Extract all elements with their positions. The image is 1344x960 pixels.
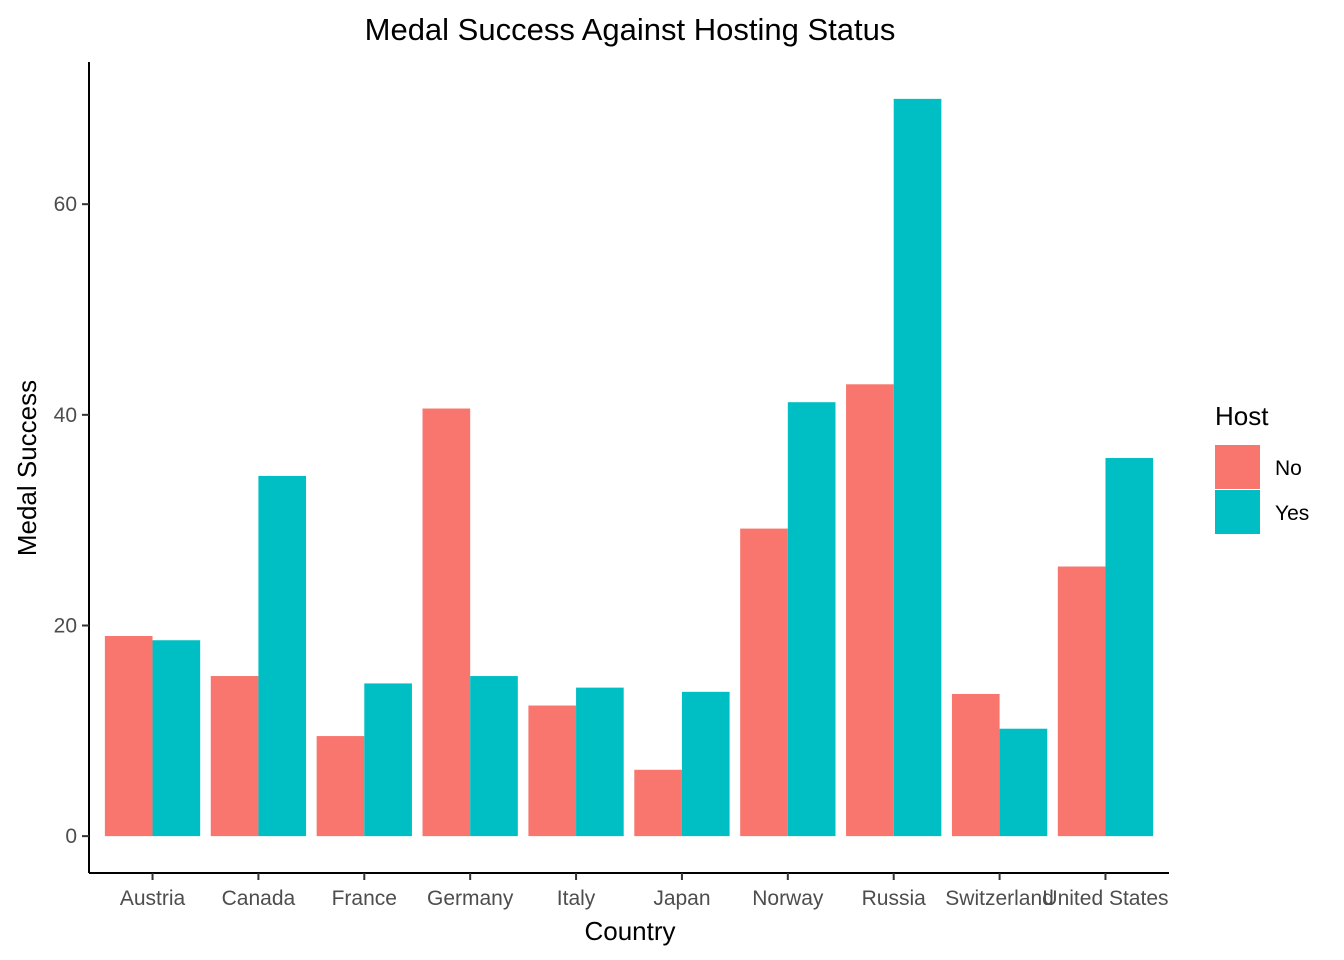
x-tick-label: Switzerland xyxy=(945,887,1054,910)
bar-switzerland-no xyxy=(951,693,1000,837)
bar-switzerland-yes xyxy=(999,728,1048,837)
bar-germany-no xyxy=(422,408,471,837)
x-tick-label: Germany xyxy=(427,887,514,910)
x-tick-label: Japan xyxy=(653,887,710,910)
y-axis-title: Medal Success xyxy=(12,380,42,556)
legend-label-yes: Yes xyxy=(1275,502,1309,525)
legend-title: Host xyxy=(1215,401,1269,431)
bar-austria-no xyxy=(104,636,153,837)
x-tick-label: Austria xyxy=(120,887,186,910)
bar-united-states-yes xyxy=(1105,458,1154,837)
bar-italy-yes xyxy=(576,687,624,837)
bar-italy-no xyxy=(528,705,577,837)
y-axis-ticks: 0 20 40 60 xyxy=(54,193,89,848)
bar-germany-yes xyxy=(470,676,518,837)
bar-united-states-no xyxy=(1057,566,1106,837)
y-tick-label: 40 xyxy=(54,404,77,427)
x-tick-label: United States xyxy=(1042,887,1168,910)
legend-swatch-yes xyxy=(1215,490,1260,534)
bar-france-no xyxy=(316,736,365,837)
x-axis-ticks: Austria Canada France Germany Italy Japan Norw… xyxy=(120,873,1169,910)
bar-japan-no xyxy=(634,769,682,837)
chart-title: Medal Success Against Hosting Status xyxy=(365,12,896,47)
bar-russia-yes xyxy=(893,98,942,837)
legend-swatch-no xyxy=(1215,445,1260,489)
x-tick-label: France xyxy=(332,887,397,910)
bars-group xyxy=(104,98,1154,837)
bar-austria-yes xyxy=(152,640,201,837)
bar-canada-yes xyxy=(258,475,307,837)
y-tick-label: 0 xyxy=(65,825,77,848)
bar-russia-no xyxy=(846,384,894,837)
x-axis-title: Country xyxy=(584,916,675,946)
bar-japan-yes xyxy=(681,691,730,837)
bar-canada-no xyxy=(210,676,259,837)
bar-norway-no xyxy=(740,528,788,837)
bar-france-yes xyxy=(364,683,412,837)
y-tick-label: 20 xyxy=(54,614,77,637)
x-tick-label: Norway xyxy=(752,887,824,910)
legend-items: No Yes xyxy=(1215,445,1309,534)
legend-label-no: No xyxy=(1275,457,1302,480)
x-tick-label: Russia xyxy=(862,887,927,910)
legend: Host No Yes xyxy=(1215,401,1309,534)
x-tick-label: Italy xyxy=(557,887,596,910)
y-tick-label: 60 xyxy=(54,193,77,216)
bar-norway-yes xyxy=(787,402,836,837)
x-tick-label: Canada xyxy=(222,887,296,910)
